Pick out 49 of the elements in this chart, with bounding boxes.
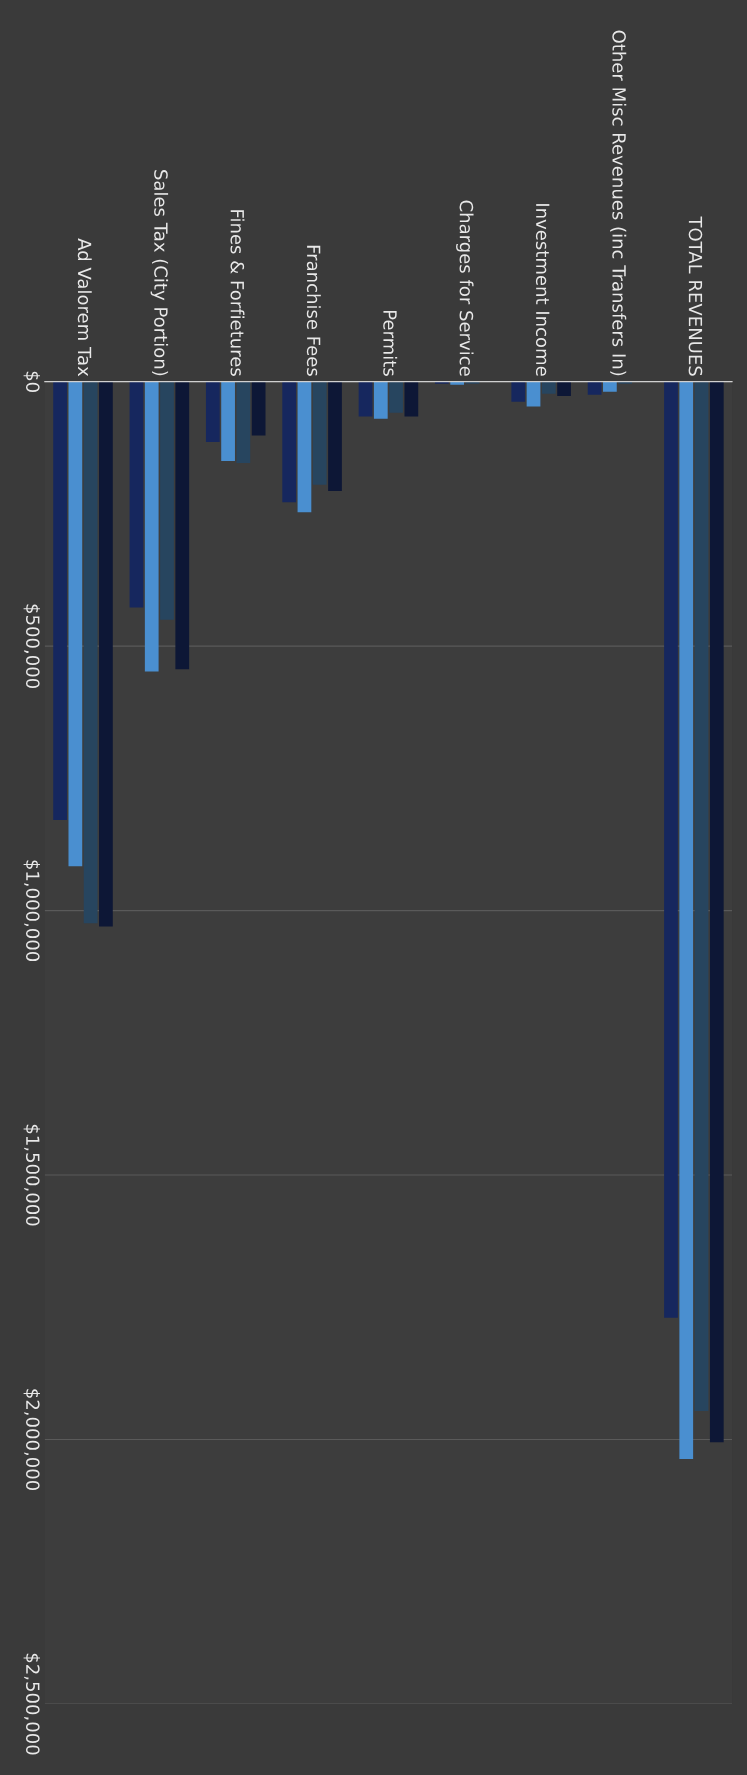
y-tick-label: $2,500,000 <box>23 1653 40 1755</box>
bar <box>557 381 571 396</box>
bar <box>205 381 220 442</box>
x-tick-label: Investment Income <box>535 204 550 376</box>
bar <box>129 381 144 608</box>
y-tick-label: $1,000,000 <box>23 860 40 962</box>
bar <box>251 381 266 436</box>
y-tick-label: $1,500,000 <box>23 1124 40 1226</box>
x-tick-label: TOTAL REVENUES <box>688 216 703 376</box>
bar <box>694 381 709 1411</box>
y-tick-label: $500,000 <box>23 604 40 688</box>
bar <box>221 381 235 461</box>
x-tick-label: Franchise Fees <box>306 245 321 376</box>
bar <box>389 381 403 413</box>
x-tick-label: Sales Tax (City Portion) <box>150 170 169 376</box>
bar <box>328 381 342 492</box>
x-tick-label: Other Misc Revenues (inc Transfers In) <box>610 30 627 376</box>
bar <box>709 381 724 1443</box>
y-tick-label: $0 <box>23 371 40 392</box>
bar <box>68 381 83 867</box>
bar <box>297 381 312 513</box>
bar <box>618 381 633 384</box>
bar <box>53 381 67 821</box>
bar <box>373 381 388 419</box>
bar <box>541 381 556 394</box>
bar <box>236 381 251 464</box>
bar <box>99 381 113 927</box>
bar <box>526 381 541 407</box>
bar <box>312 381 327 485</box>
bar <box>603 381 617 392</box>
bar <box>587 381 602 395</box>
bar <box>160 381 174 620</box>
x-tick-label: Permits <box>383 311 398 376</box>
bar <box>83 381 98 924</box>
bar <box>679 381 694 1460</box>
x-tick-label: Fines & Forfietures <box>230 210 245 376</box>
bar <box>358 381 373 417</box>
bar <box>511 381 526 402</box>
x-tick-label: Ad Valorem Tax <box>77 238 92 377</box>
bar <box>664 381 678 1318</box>
bar <box>465 381 480 384</box>
bar <box>144 381 159 672</box>
bar <box>450 381 465 385</box>
bar <box>282 381 297 503</box>
bar <box>175 381 190 670</box>
x-tick-label: Charges for Service <box>456 200 474 376</box>
bar <box>435 381 449 384</box>
bar <box>404 381 419 417</box>
y-tick-label: $2,000,000 <box>23 1389 40 1491</box>
